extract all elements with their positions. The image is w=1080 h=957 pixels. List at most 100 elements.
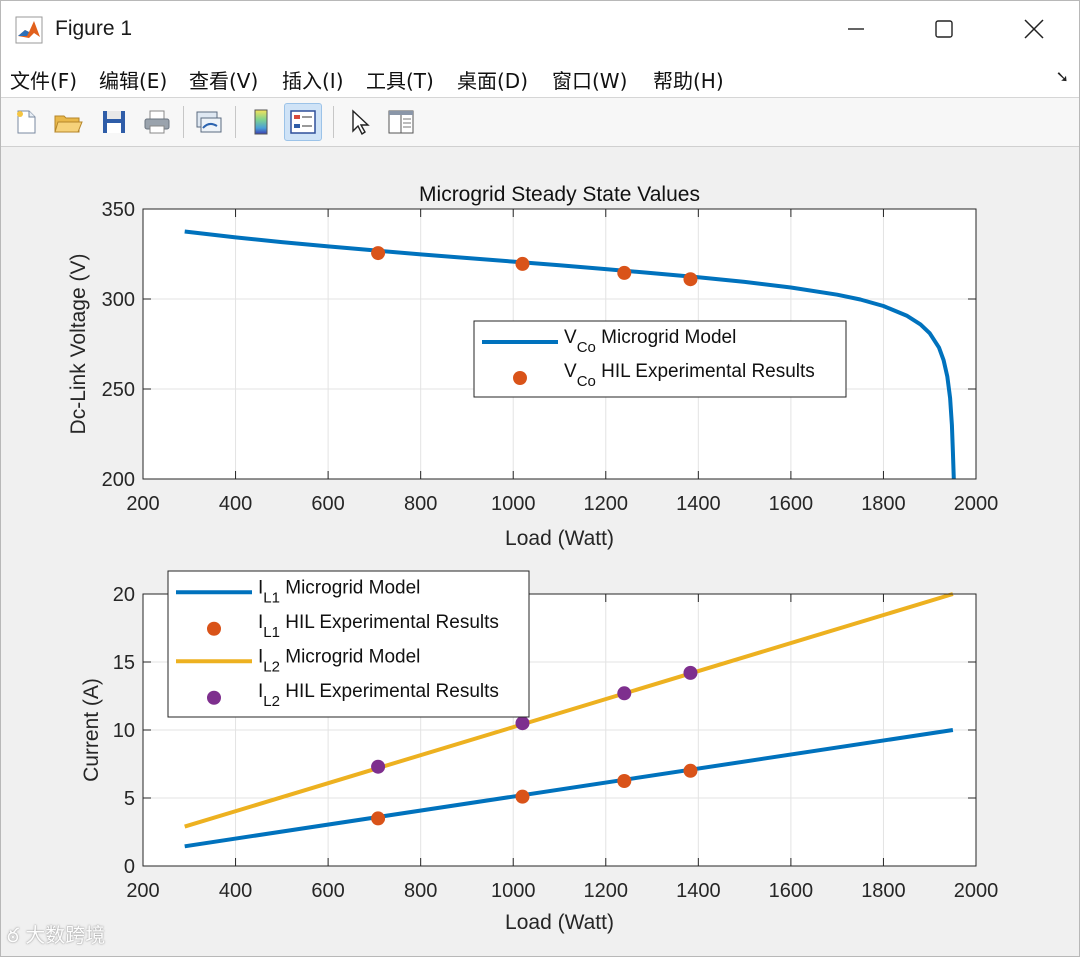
toolbar-separator: [235, 106, 236, 138]
y-axis-label: Dc-Link Voltage (V): [67, 254, 90, 435]
new-figure-button[interactable]: [7, 103, 45, 141]
x-tick-label: 800: [404, 880, 437, 902]
open-file-icon: [54, 115, 83, 133]
series-line[interactable]: [184, 229, 956, 480]
x-tick-label: 1000: [491, 493, 536, 515]
legend-box: [167, 570, 530, 718]
legend[interactable]: IL1 Microgrid Model IL1 HIL Experimental …: [167, 570, 530, 718]
watermark-text: 大数跨境: [25, 923, 106, 947]
figure-canvas[interactable]: 200 400 600 800 1000 1200 1400 1600 1800 20002002…: [1, 147, 1079, 956]
colorbar-icon: [254, 109, 268, 135]
menu-tools[interactable]: 工具(T): [366, 69, 434, 93]
dock-arrow-icon[interactable]: ➘: [1055, 67, 1069, 86]
x-tick-label: 200: [126, 493, 159, 515]
chart-title: Microgrid Steady State Values: [419, 183, 700, 206]
legend-point-marker: [207, 621, 221, 636]
data-point[interactable]: [683, 763, 698, 778]
legend[interactable]: VCo Microgrid Model VCo HIL Experimental …: [473, 320, 847, 398]
menu-help[interactable]: 帮助(H): [653, 69, 724, 93]
series-line[interactable]: [184, 728, 954, 849]
maximize-button[interactable]: [899, 1, 989, 57]
weibo-logo-icon: ఠ: [7, 923, 26, 947]
x-tick-label: 1200: [584, 880, 629, 902]
data-point[interactable]: [683, 665, 698, 680]
data-point[interactable]: [515, 716, 530, 731]
menu-bar: 文件(F) 编辑(E) 查看(V) 插入(I) 工具(T) 桌面(D) 窗口(W…: [1, 57, 1079, 98]
data-point[interactable]: [617, 686, 632, 701]
x-tick-label: 200: [126, 880, 159, 902]
menu-desktop[interactable]: 桌面(D): [457, 69, 529, 93]
minimize-icon: [848, 28, 864, 30]
y-axis-label: Current (A): [80, 678, 103, 782]
toolbar-separator: [333, 106, 334, 138]
property-inspector-icon: [388, 110, 414, 134]
link-plot-icon: [196, 111, 222, 133]
menu-edit[interactable]: 编辑(E): [99, 69, 168, 93]
x-axis-label: Load (Watt): [505, 527, 614, 550]
legend-button[interactable]: [284, 103, 322, 141]
series-line[interactable]: [184, 592, 954, 829]
x-tick-label: 600: [311, 493, 344, 515]
data-point[interactable]: [515, 789, 530, 804]
menu-file[interactable]: 文件(F): [10, 69, 78, 93]
data-point[interactable]: [371, 811, 386, 826]
save-button[interactable]: [95, 103, 133, 141]
x-tick-label: 1600: [769, 493, 814, 515]
legend-entry-label: VCo Microgrid Model: [564, 327, 736, 356]
menu-window[interactable]: 窗口(W): [552, 69, 628, 93]
link-plot-button[interactable]: [189, 103, 227, 141]
data-point[interactable]: [371, 246, 386, 261]
data-point[interactable]: [617, 774, 632, 788]
legend-entry-label: IL2 HIL Experimental Results: [258, 681, 499, 710]
x-tick-label: 1800: [861, 880, 906, 902]
open-file-button[interactable]: [49, 103, 87, 141]
figure-area: 200 400 600 800 1000 1200 1400 1600 1800 2000 200 2…: [1, 147, 1079, 956]
pointer-button[interactable]: [340, 103, 378, 141]
property-inspector-button[interactable]: [382, 103, 420, 141]
x-tick-label: 1400: [676, 880, 721, 902]
legend-point-marker: [513, 371, 527, 385]
maximize-icon: [935, 20, 953, 38]
data-point[interactable]: [617, 265, 632, 280]
y-tick-label: 20: [113, 584, 135, 606]
x-tick-label: 1000: [491, 880, 536, 902]
x-tick-label: 1400: [676, 493, 721, 515]
axes-current[interactable]: 200 400 600 800 1000 1200 1400 1600 1800 2000 0 5 10…: [80, 570, 999, 934]
colorbar-button[interactable]: [242, 103, 280, 141]
y-tick-label: 0: [124, 856, 135, 878]
data-point[interactable]: [371, 759, 386, 774]
print-icon: [144, 110, 170, 134]
minimize-button[interactable]: [811, 1, 901, 57]
close-button[interactable]: [989, 1, 1079, 57]
y-tick-label: 250: [102, 379, 135, 401]
legend-entry-label: IL2 Microgrid Model: [258, 646, 420, 675]
print-button[interactable]: [138, 103, 176, 141]
x-tick-label: 400: [219, 493, 252, 515]
legend-entry-label: VCo HIL Experimental Results: [564, 361, 815, 390]
title-bar[interactable]: Figure 1: [1, 1, 1079, 57]
x-tick-label: 600: [311, 880, 344, 902]
legend-point-marker: [207, 690, 221, 705]
data-point[interactable]: [515, 256, 530, 271]
x-tick-label: 400: [219, 880, 252, 902]
axes-voltage[interactable]: 200 400 600 800 1000 1200 1400 1600 1800 2000 200 2…: [67, 183, 998, 550]
toolbar-separator: [183, 106, 184, 138]
window-title: Figure 1: [55, 17, 133, 40]
matlab-icon: [15, 16, 43, 44]
data-point[interactable]: [683, 272, 698, 287]
x-tick-label: 1600: [769, 880, 814, 902]
x-tick-label: 2000: [954, 493, 999, 515]
menu-insert[interactable]: 插入(I): [282, 69, 344, 93]
x-tick-label: 1800: [861, 493, 906, 515]
new-figure-icon: [17, 110, 36, 134]
x-tick-label: 2000: [954, 880, 999, 902]
y-tick-label: 5: [124, 788, 135, 810]
y-tick-label: 300: [102, 289, 135, 311]
menu-view[interactable]: 查看(V): [189, 69, 259, 93]
legend-icon: [290, 110, 316, 134]
y-tick-label: 200: [102, 469, 135, 491]
y-tick-label: 15: [113, 652, 135, 674]
toolbar: [1, 98, 1079, 147]
x-axis-label: Load (Watt): [505, 911, 614, 934]
